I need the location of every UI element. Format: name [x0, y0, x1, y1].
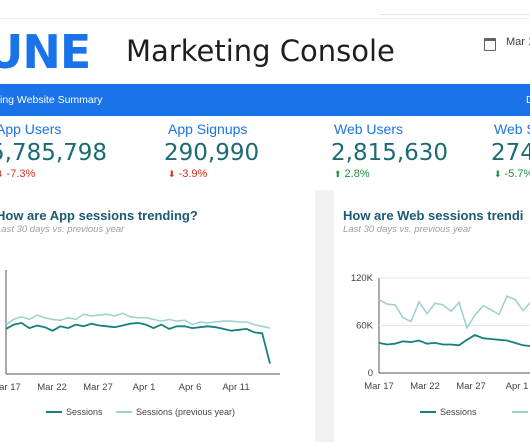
kpi-row: App Users 5,785,798 ⬇-7.3% App Signups 2… — [0, 116, 530, 190]
kpi-value: 5,785,798 — [0, 140, 108, 166]
kpi-delta: ⬆ 2.8% — [334, 168, 370, 180]
x-tick-label: Mar 17 — [364, 381, 394, 392]
x-tick-label: Apr 1 — [506, 381, 529, 392]
series-line-previous-year — [378, 295, 530, 330]
banner-title: ing Website Summary — [0, 94, 103, 106]
kpi-label: Web S — [494, 121, 530, 137]
y-tick-label: 60K — [356, 321, 374, 332]
x-tick-label: Mar 27 — [456, 381, 486, 392]
legend-label: Sessions (previous year) — [136, 407, 235, 417]
banner-right-text: D — [526, 94, 530, 106]
kpi-web-users: Web Users 2,815,630 ⬆ 2.8% — [331, 116, 449, 181]
x-tick-label: Mar 22 — [410, 381, 440, 392]
arrow-down-icon: ⬇ — [168, 169, 176, 179]
legend-label: Sessions — [66, 407, 103, 417]
brand-logo: UNE — [0, 25, 91, 79]
x-tick-label: Mar 22 — [37, 382, 67, 393]
x-tick-label: Apr 1 — [133, 382, 156, 393]
arrow-down-icon: ⬇ — [0, 167, 4, 181]
kpi-app-signups: App Signups 290,990 ⬇ -3.9% — [164, 116, 259, 181]
kpi-value: 2,815,630 — [331, 140, 449, 166]
chart-subtitle: Last 30 days vs. previous year — [0, 224, 125, 235]
arrow-down-icon: ⬇ — [494, 169, 502, 179]
chart-title: How are App sessions trending? — [0, 208, 198, 223]
x-tick-label: Apr 11 — [222, 382, 249, 393]
kpi-value: 290,990 — [164, 140, 260, 166]
page-title: Marketing Console — [126, 34, 395, 68]
kpi-label: App Signups — [168, 121, 248, 137]
app-sessions-chart: Mar 17 Mar 22 Mar 27 Apr 1 Apr 6 Apr 11 Sessio… — [0, 270, 280, 417]
arrow-up-icon: ⬆ — [334, 169, 342, 179]
series-line-previous-year — [5, 312, 271, 329]
calendar-icon[interactable] — [484, 38, 496, 51]
kpi-app-users: App Users 5,785,798 ⬇-7.3% — [0, 116, 107, 181]
kpi-label: App Users — [0, 121, 62, 137]
header: UNE Marketing Console Mar 1 — [0, 18, 530, 84]
top-divider — [380, 14, 530, 15]
kpi-label: Web Users — [334, 121, 403, 137]
x-tick-label: Mar 17 — [0, 382, 21, 393]
x-tick-label: Apr 6 — [179, 382, 202, 393]
y-tick-label: 0 — [368, 368, 373, 379]
chart-title: How are Web sessions trendi — [343, 208, 524, 223]
date-range-picker[interactable]: Mar 1 — [506, 36, 530, 48]
x-tick-label: Mar 27 — [83, 382, 113, 393]
chart-subtitle: Last 30 days vs. previous year — [343, 224, 472, 235]
kpi-delta: ⬇-7.3% — [0, 167, 107, 181]
series-line-sessions — [5, 321, 271, 364]
kpi-delta: ⬇-5.7% — [494, 168, 530, 180]
chart-card-web: How are Web sessions trendi Last 30 days… — [334, 190, 530, 442]
series-line-sessions — [378, 333, 530, 347]
legend-label: Sessions — [440, 407, 477, 417]
kpi-web-s: Web S 274 ⬇-5.7% — [491, 116, 530, 181]
chart-card-app: How are App sessions trending? Last 30 d… — [0, 190, 315, 442]
kpi-delta: ⬇ -3.9% — [168, 168, 208, 180]
kpi-value: 274 — [491, 140, 530, 166]
top-strip — [0, 0, 530, 18]
section-banner: ing Website Summary D — [0, 84, 530, 116]
y-tick-label: 120K — [351, 273, 374, 284]
